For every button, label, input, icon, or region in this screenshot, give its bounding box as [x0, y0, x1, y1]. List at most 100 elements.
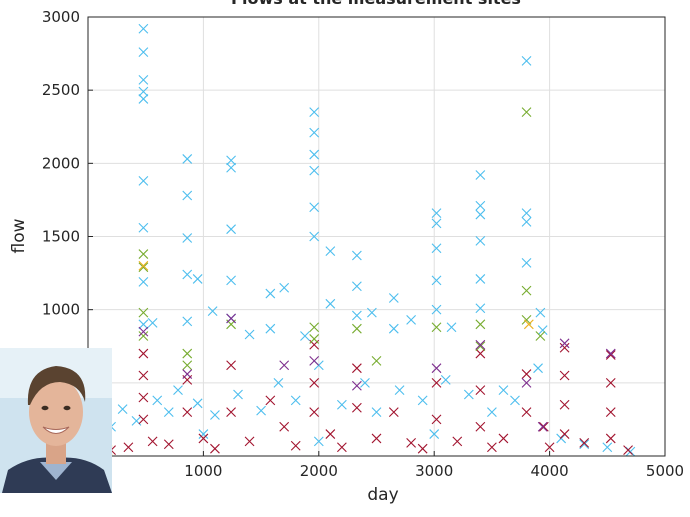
- data-point: [522, 56, 531, 65]
- data-point: [352, 403, 361, 412]
- data-point: [557, 434, 566, 443]
- data-point: [510, 396, 519, 405]
- data-point: [148, 318, 157, 327]
- data-point: [280, 361, 289, 370]
- data-point: [139, 75, 148, 84]
- data-point: [148, 437, 157, 446]
- y-tick-label: 1000: [42, 301, 80, 319]
- data-point: [560, 371, 569, 380]
- data-point: [183, 370, 192, 379]
- data-point: [139, 250, 148, 259]
- data-point: [538, 422, 547, 431]
- data-point: [476, 342, 485, 351]
- data-point: [183, 154, 192, 163]
- eye: [42, 406, 49, 410]
- x-tick-label: 2000: [300, 462, 338, 480]
- data-point: [389, 293, 398, 302]
- data-point: [139, 349, 148, 358]
- data-point: [560, 400, 569, 409]
- data-point: [522, 408, 531, 417]
- data-point: [227, 314, 236, 323]
- data-point: [407, 438, 416, 447]
- data-point: [183, 191, 192, 200]
- data-point: [476, 349, 485, 358]
- data-point: [432, 244, 441, 253]
- data-point: [193, 274, 202, 283]
- data-point: [310, 334, 319, 343]
- data-point: [310, 323, 319, 332]
- data-point: [227, 361, 236, 370]
- data-point: [432, 219, 441, 228]
- data-point: [603, 443, 612, 452]
- data-point: [164, 440, 173, 449]
- data-point: [432, 364, 441, 373]
- x-axis-label: day: [367, 485, 398, 505]
- y-tick-label: 1500: [42, 228, 80, 246]
- data-point: [280, 422, 289, 431]
- data-point: [310, 166, 319, 175]
- data-point: [418, 444, 427, 453]
- data-point: [580, 438, 589, 447]
- data-point: [139, 371, 148, 380]
- data-point: [291, 396, 300, 405]
- data-point: [139, 94, 148, 103]
- data-point: [352, 364, 361, 373]
- data-point: [606, 351, 615, 360]
- data-point: [227, 408, 236, 417]
- data-point: [464, 390, 473, 399]
- data-point: [432, 323, 441, 332]
- data-point: [476, 274, 485, 283]
- marks: [99, 24, 635, 456]
- data-point: [183, 270, 192, 279]
- data-point: [266, 289, 275, 298]
- data-point: [310, 128, 319, 137]
- data-point: [326, 299, 335, 308]
- data-point: [139, 261, 148, 270]
- data-point: [539, 422, 548, 431]
- data-point: [606, 408, 615, 417]
- data-point: [183, 349, 192, 358]
- data-point: [522, 258, 531, 267]
- data-point: [227, 225, 236, 234]
- data-point: [227, 163, 236, 172]
- data-point: [118, 405, 127, 414]
- data-point: [164, 408, 173, 417]
- x-tick-label: 1000: [184, 462, 222, 480]
- data-point: [352, 324, 361, 333]
- data-point: [352, 251, 361, 260]
- x-tick-label: 5000: [646, 462, 684, 480]
- data-point: [310, 150, 319, 159]
- data-point: [560, 430, 569, 439]
- data-point: [183, 408, 192, 417]
- data-point: [193, 399, 202, 408]
- data-point: [124, 443, 133, 452]
- y-tick-label: 2000: [42, 154, 80, 172]
- data-point: [210, 411, 219, 420]
- data-point: [418, 396, 427, 405]
- data-point: [139, 223, 148, 232]
- data-point: [139, 393, 148, 402]
- data-point: [476, 210, 485, 219]
- data-point: [499, 434, 508, 443]
- x-tick-label: 4000: [531, 462, 569, 480]
- data-point: [326, 247, 335, 256]
- data-point: [432, 415, 441, 424]
- data-point: [580, 440, 589, 449]
- data-point: [560, 343, 569, 352]
- data-point: [476, 304, 485, 313]
- data-point: [227, 276, 236, 285]
- data-point: [139, 332, 148, 341]
- data-point: [389, 324, 398, 333]
- data-point: [291, 441, 300, 450]
- chart: Flows at the measurement sites day flow …: [0, 0, 690, 513]
- data-point: [476, 340, 485, 349]
- data-point: [487, 443, 496, 452]
- data-point: [337, 400, 346, 409]
- data-point: [352, 282, 361, 291]
- data-point: [139, 87, 148, 96]
- data-point: [476, 236, 485, 245]
- data-point: [208, 307, 217, 316]
- data-point: [245, 437, 254, 446]
- data-point: [560, 339, 569, 348]
- y-tick-label: 3000: [42, 8, 80, 26]
